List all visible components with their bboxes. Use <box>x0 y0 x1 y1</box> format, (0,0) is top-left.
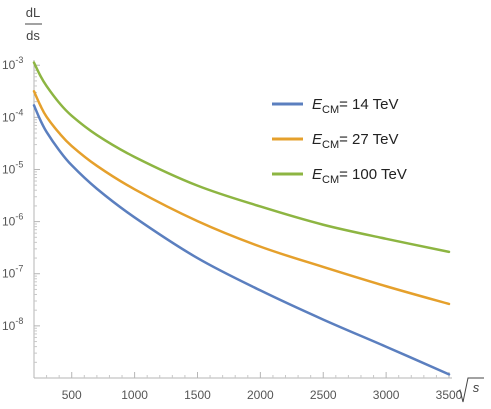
legend-label-main: E <box>312 131 323 148</box>
y-tick-label-base: 10 <box>2 110 16 124</box>
x-tick-label: 1500 <box>184 388 211 402</box>
legend-label-subscript: CM <box>322 174 339 186</box>
y-tick-label-exponent: -6 <box>15 212 23 222</box>
legend-entry-100tev: ECM= 100 TeV <box>272 166 407 186</box>
sqrt-symbol-icon <box>456 377 484 403</box>
y-tick-label-exponent: -8 <box>15 316 23 326</box>
x-tick-label: 500 <box>62 388 82 402</box>
legend-label: ECM= 14 TeV <box>312 96 398 116</box>
x-tick-label: 3500 <box>436 388 463 402</box>
x-tick-label: 2000 <box>247 388 274 402</box>
y-tick-label: 10-7 <box>2 264 23 281</box>
legend-label-rest: = 14 TeV <box>339 96 398 113</box>
y-tick-label-exponent: -5 <box>15 159 23 169</box>
series-line-100tev <box>32 61 451 254</box>
series-line-27tev <box>32 90 451 306</box>
x-tick-label: 2500 <box>310 388 337 402</box>
y-tick-label-base: 10 <box>2 267 16 281</box>
y-tick-label-base: 10 <box>2 215 16 229</box>
legend-entry-14tev: ECM= 14 TeV <box>272 96 398 116</box>
y-ticks: 10-310-410-510-610-710-8 <box>2 55 40 363</box>
legend-label-rest: = 100 TeV <box>339 166 407 183</box>
legend-label-main: E <box>312 166 323 183</box>
legend-label: ECM= 27 TeV <box>312 131 398 151</box>
y-axis-title: dL ds <box>25 5 42 43</box>
y-tick-label: 10-5 <box>2 159 23 176</box>
series-line-14tev <box>32 104 451 376</box>
y-tick-label-base: 10 <box>2 162 16 176</box>
x-axis-title-text: s <box>473 380 480 395</box>
y-tick-label: 10-4 <box>2 107 23 124</box>
y-tick-label-exponent: -3 <box>15 55 23 65</box>
y-axis-title-denominator: ds <box>26 28 40 43</box>
y-tick-label-exponent: -7 <box>15 264 23 274</box>
legend-label-rest: = 27 TeV <box>339 131 398 148</box>
x-axis-title: s <box>456 377 484 403</box>
legend-label-main: E <box>312 96 323 113</box>
y-tick-label-base: 10 <box>2 319 16 333</box>
legend-entry-27tev: ECM= 27 TeV <box>272 131 398 151</box>
y-axis-title-numerator: dL <box>26 5 40 20</box>
x-tick-label: 3000 <box>373 388 400 402</box>
y-tick-label-exponent: -4 <box>15 107 23 117</box>
legend-label-subscript: CM <box>322 139 339 151</box>
x-ticks: 500 1000 1500 2000 2500 3000 3500 <box>46 372 463 402</box>
y-tick-label: 10-8 <box>2 316 23 333</box>
legend-label-subscript: CM <box>322 104 339 116</box>
y-tick-label-base: 10 <box>2 58 16 72</box>
y-tick-label: 10-3 <box>2 55 23 72</box>
x-tick-label: 1000 <box>121 388 148 402</box>
y-tick-label: 10-6 <box>2 212 23 229</box>
series-lines <box>32 61 451 376</box>
legend-label: ECM= 100 TeV <box>312 166 407 186</box>
